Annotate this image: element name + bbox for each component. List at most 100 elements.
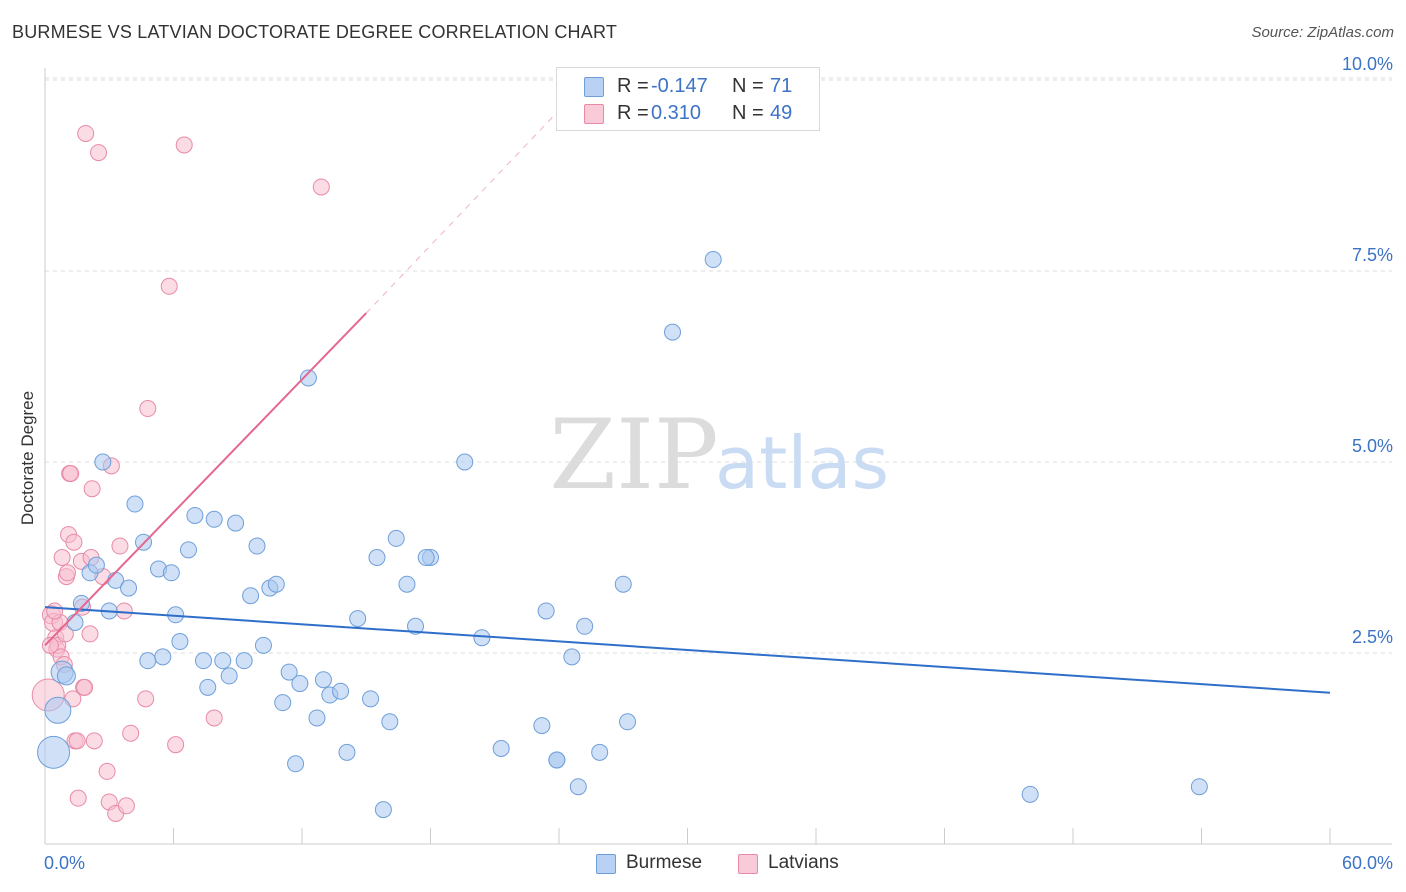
latvian-point — [69, 789, 87, 807]
latvian-point — [85, 732, 103, 750]
burmese-point — [139, 652, 157, 670]
burmese-point — [287, 755, 305, 773]
burmese-point — [242, 587, 260, 605]
latvian-point — [175, 136, 193, 154]
trend-lines — [44, 98, 1331, 694]
burmese-point — [614, 575, 632, 593]
burmese-point — [254, 636, 272, 654]
burmese-point — [381, 713, 399, 731]
burmese-point — [274, 694, 292, 712]
burmese-point — [280, 663, 298, 681]
burmese-point — [299, 369, 317, 387]
latvian-trend-line — [44, 312, 367, 647]
burmese-point — [214, 652, 232, 670]
burmese-point — [205, 510, 223, 528]
r-label: R = — [617, 102, 649, 124]
correlation-legend: R = -0.147 N = 71 R = 0.310 N = 49 — [556, 67, 820, 131]
burmese-point — [199, 678, 217, 696]
legend-label-latvians: Latvians — [768, 852, 839, 873]
latvian-point — [68, 732, 86, 750]
burmese-point — [72, 594, 90, 612]
burmese-point — [179, 541, 197, 559]
burmese-points — [37, 251, 1208, 819]
latvian-point — [53, 549, 71, 566]
burmese-point — [44, 696, 72, 724]
latvian-point — [65, 533, 83, 551]
latvian-point — [139, 400, 157, 418]
burmese-point — [120, 579, 138, 597]
burmese-point — [533, 717, 551, 735]
latvian-point — [115, 602, 133, 620]
n-label: N = — [732, 75, 764, 97]
burmese-point — [407, 617, 425, 635]
watermark-zip: ZIP — [549, 399, 718, 511]
grid-lines — [45, 77, 1392, 654]
y-tick-label: 2.5% — [1352, 627, 1393, 647]
axes — [44, 68, 1392, 845]
latvian-point — [76, 678, 94, 696]
burmese-point — [591, 743, 609, 761]
burmese-point — [362, 690, 380, 708]
burmese-point — [248, 537, 266, 555]
burmese-point — [387, 529, 405, 547]
watermark-atlas: atlas — [715, 421, 889, 505]
burmese-point — [235, 652, 253, 670]
burmese-point — [332, 682, 350, 700]
n-value: 49 — [770, 102, 793, 124]
burmese-point — [308, 709, 326, 727]
burmese-point — [227, 514, 245, 532]
burmese-point — [563, 648, 581, 666]
x-tick-label: 60.0% — [1342, 853, 1393, 873]
latvian-swatch — [738, 854, 758, 874]
burmese-point — [37, 735, 71, 769]
burmese-point — [87, 556, 105, 574]
burmese-point — [417, 549, 435, 566]
legend-row-latvians: R = 0.310 N = 49 — [557, 100, 819, 128]
burmese-point — [374, 801, 392, 819]
burmese-point — [314, 671, 332, 689]
y-tick-label: 7.5% — [1352, 245, 1393, 265]
latvian-point — [90, 144, 108, 162]
burmese-point — [548, 751, 566, 769]
burmese-point — [398, 575, 416, 593]
burmese-point — [56, 666, 76, 686]
burmese-point — [456, 453, 474, 471]
r-label: R = — [617, 75, 649, 97]
burmese-point — [576, 617, 594, 635]
burmese-swatch — [584, 77, 604, 97]
latvian-point — [111, 537, 129, 555]
burmese-point — [126, 495, 144, 513]
burmese-point — [338, 743, 356, 761]
burmese-point — [162, 564, 180, 582]
burmese-point — [220, 667, 238, 685]
latvian-point — [312, 178, 330, 196]
y-tick-label: 5.0% — [1352, 436, 1393, 456]
latvian-point — [58, 564, 76, 582]
burmese-point — [664, 323, 682, 341]
latvian-point — [83, 480, 101, 498]
tick-labels: 2.5% 5.0% 7.5% 10.0% 0.0% 60.0% — [44, 54, 1393, 873]
burmese-point — [569, 778, 587, 796]
chart-title: BURMESE VS LATVIAN DOCTORATE DEGREE CORR… — [12, 22, 618, 42]
r-value: -0.147 — [651, 75, 708, 97]
burmese-point — [267, 575, 285, 593]
burmese-point — [492, 740, 510, 757]
burmese-point — [473, 629, 491, 647]
burmese-point — [704, 251, 722, 269]
legend-label-burmese: Burmese — [626, 852, 703, 873]
x-tick-label: 0.0% — [44, 853, 85, 873]
latvian-point — [160, 277, 178, 295]
latvian-point — [117, 797, 135, 815]
n-label: N = — [732, 102, 764, 124]
burmese-point — [194, 652, 212, 670]
latvian-point — [46, 602, 64, 620]
latvian-point — [98, 762, 116, 780]
burmese-point — [368, 549, 386, 566]
burmese-point — [186, 506, 204, 524]
burmese-point — [1190, 778, 1208, 796]
burmese-point — [1021, 785, 1039, 803]
burmese-point — [349, 610, 367, 628]
burmese-point — [171, 633, 189, 651]
